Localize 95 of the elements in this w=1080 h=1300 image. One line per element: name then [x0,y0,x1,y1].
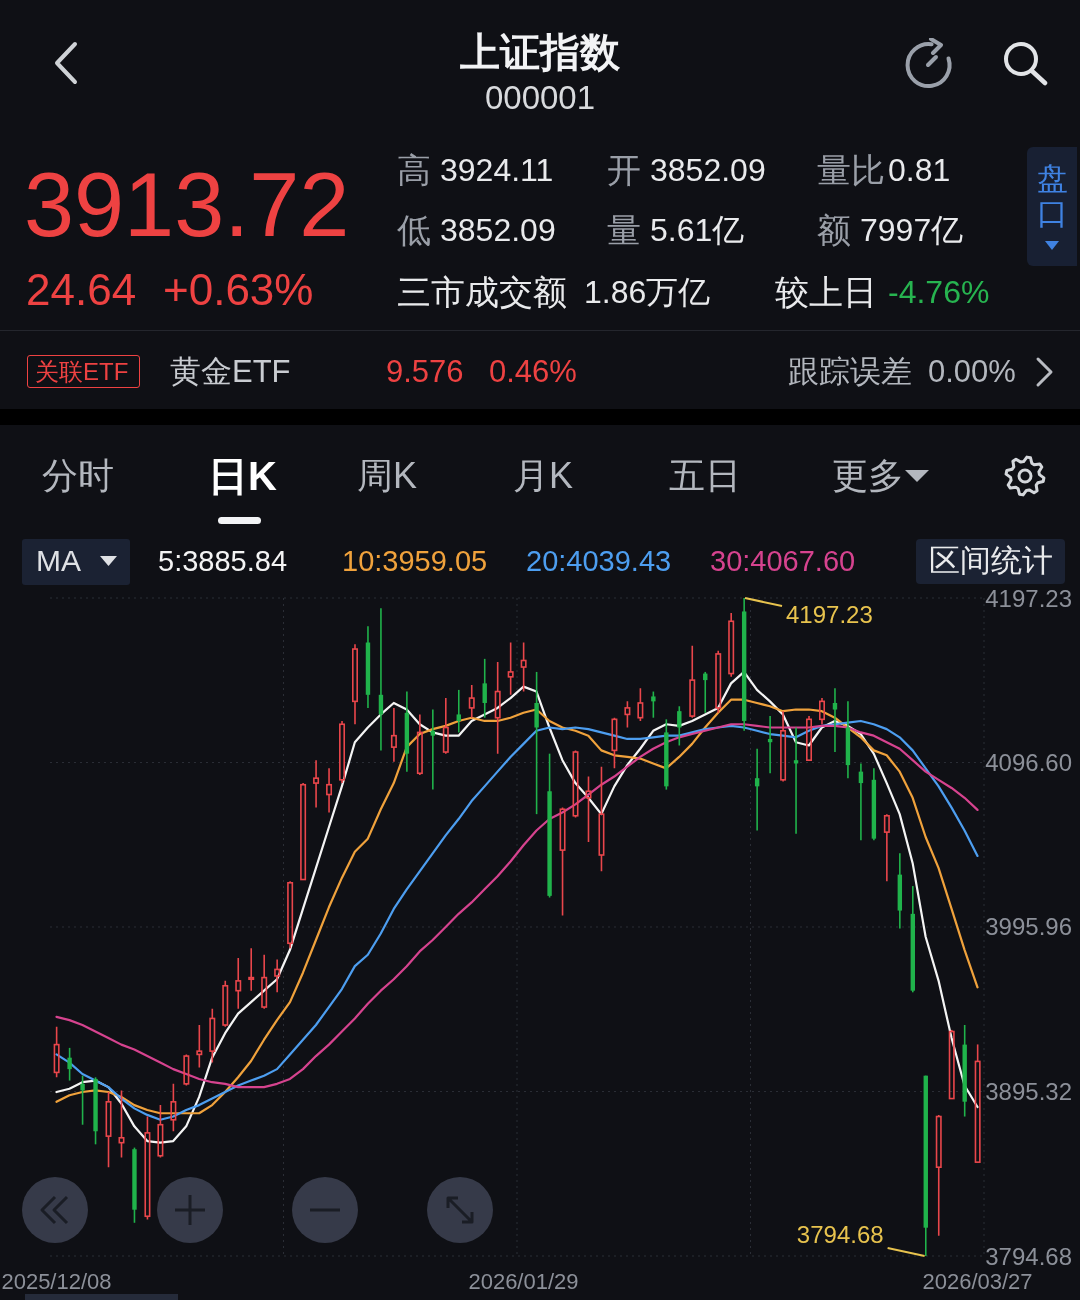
text: 3852.09 [440,210,556,250]
candlestick [715,649,722,714]
candlestick [935,1114,942,1237]
candlestick [105,1091,112,1169]
text: 0.00% [928,353,1016,391]
text: 0.46% [489,353,577,391]
chart-title: 上证指数 [460,29,620,76]
candlestick [390,707,397,763]
candlestick [456,689,461,734]
candlestick [780,710,787,783]
text: 更多 [832,454,904,498]
text: 低 [397,209,431,251]
text: 20:4039.43 [526,543,672,579]
candlestick [144,1115,151,1221]
candlestick [883,813,890,882]
text: 高 [397,149,431,191]
text: 盘口 [1036,161,1068,232]
candlestick [67,1047,72,1082]
candlestick [170,1083,177,1133]
candlestick [585,775,592,843]
x-tick-label: 2025/12/08 [1,1268,112,1294]
text: +0.63% [163,263,314,316]
candlestick [53,1025,60,1079]
candlestick [235,957,242,1010]
annotation: 4197.23 [786,600,873,628]
text: 3852.09 [650,150,766,190]
candlestick [326,767,333,814]
y-tick-label: 3995.96 [985,913,1072,941]
candlestick [818,697,825,726]
text: 关联ETF [35,357,129,387]
annotation: 3794.68 [796,1220,884,1248]
candlestick [80,1074,85,1126]
text: 黄金ETF [170,353,291,391]
legend-title: MA [36,543,81,579]
candlestick [416,713,423,776]
text: 3913.72 [24,154,350,257]
candlestick [507,641,514,696]
text: 10:3959.05 [342,543,488,579]
text: -4.76% [888,272,990,312]
candlestick [689,644,696,719]
text: 较上日 [775,271,877,313]
y-tick-label: 4096.60 [985,748,1072,776]
y-tick-label: 3895.32 [985,1078,1072,1105]
text: 5.61亿 [650,210,745,250]
x-tick-label: 2026/01/29 [468,1268,579,1294]
text: 区间统计 [929,542,1053,580]
candlestick [351,643,358,726]
candlestick [442,697,449,755]
candlestick [482,658,487,719]
candlestick [287,880,294,949]
text: 量比 [817,149,885,191]
candlestick [430,708,436,791]
candlestick [559,806,566,917]
candlestick [651,690,656,719]
candlestick [494,661,501,755]
text: 3924.11 [440,150,554,190]
text: 0.81 [888,150,951,190]
candlestick [832,687,838,753]
candlestick [157,1104,164,1159]
candlestick [520,641,527,693]
candlestick [677,705,682,747]
candlestick [598,765,605,873]
x-tick-label: 2026/03/27 [922,1268,1033,1294]
text: 开 [607,149,641,191]
text: 三市成交额 [397,271,567,313]
text: 跟踪误差 [788,353,912,391]
text: 7997亿 [860,210,964,250]
text: 9.576 [386,353,464,391]
text: 周K [357,454,418,498]
text: 1.86万亿 [584,272,711,312]
y-tick-label: 4197.23 [985,584,1072,612]
text: 五日 [669,454,741,498]
candlestick [274,958,281,994]
candlestick [248,947,255,992]
candlestick [728,612,735,678]
text: 30:4067.60 [710,543,856,579]
text: 分时 [42,454,114,498]
text: 24.64 [26,263,137,316]
candlestick [611,716,618,770]
text: 日K [208,453,277,500]
candlestick [806,715,813,761]
candlestick [209,1007,216,1064]
candlestick [261,953,268,1010]
text: 量 [607,209,641,251]
y-tick-label: 3794.68 [985,1242,1072,1270]
candlestick [468,684,475,719]
text: 额 [817,209,851,251]
chart-subtitle: 000001 [484,78,596,118]
candlestick [313,759,320,809]
candlestick [624,700,631,729]
text: 5:3885.84 [158,543,288,579]
candlestick [196,1024,203,1069]
candlestick [222,980,229,1028]
text: 月K [513,454,574,498]
candlestick [118,1089,125,1159]
